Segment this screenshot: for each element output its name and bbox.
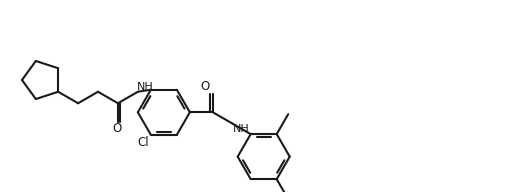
Text: NH: NH	[232, 124, 249, 134]
Text: NH: NH	[136, 82, 153, 92]
Text: Cl: Cl	[137, 136, 149, 149]
Text: O: O	[112, 122, 122, 135]
Text: O: O	[200, 80, 209, 93]
